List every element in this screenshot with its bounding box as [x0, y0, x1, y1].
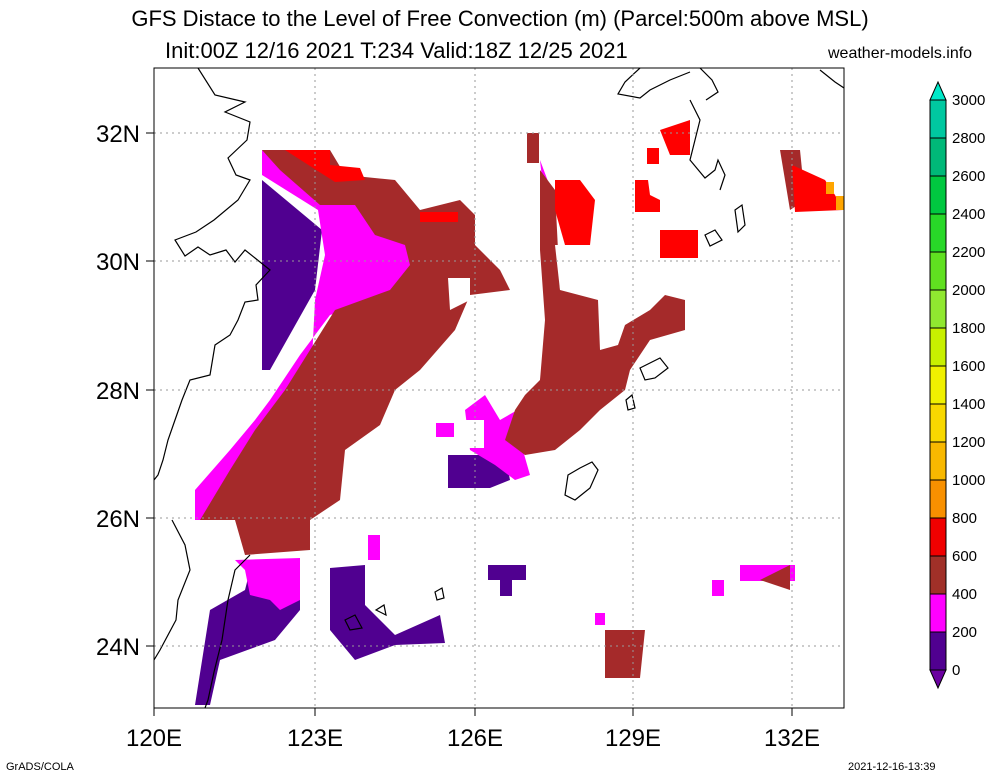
colorbar-arrow-bottom	[929, 669, 947, 690]
lfc-region	[605, 630, 645, 678]
lfc-region	[647, 148, 659, 164]
lon-tick-label: 126E	[447, 725, 503, 752]
lon-tick-label: 132E	[764, 725, 820, 752]
chart-title-line1: GFS Distace to the Level of Free Convect…	[131, 6, 869, 31]
lat-tick-label: 32N	[96, 121, 140, 148]
colorbar-label: 2600	[952, 168, 985, 185]
colorbar-box	[929, 289, 947, 329]
lfc-band-0-200	[195, 180, 526, 705]
colorbar-box	[929, 99, 947, 139]
no-data-gaps	[448, 245, 580, 448]
lfc-region	[235, 558, 300, 610]
colorbar-box	[929, 441, 947, 481]
colorbar-label: 1200	[952, 434, 985, 451]
footer-timestamp: 2021-12-16-13:39	[848, 761, 936, 773]
colorbar-box	[929, 213, 947, 253]
colorbar-box	[929, 479, 947, 519]
lfc-region	[660, 120, 690, 155]
lfc-region	[826, 182, 834, 194]
footer-credit: GrADS/COLA	[6, 761, 74, 773]
colorbar-box	[929, 517, 947, 557]
lfc-region	[462, 420, 484, 448]
colorbar-label: 400	[952, 586, 977, 603]
colorbar-box	[929, 631, 947, 671]
colorbar-box	[929, 555, 947, 595]
colorbar-label: 800	[952, 510, 977, 527]
lfc-region	[262, 180, 322, 370]
map-plot-area	[154, 68, 844, 708]
lfc-region	[500, 578, 512, 596]
lon-tick-label: 123E	[287, 725, 343, 752]
chart-title-line2: Init:00Z 12/16 2021 T:234 Valid:18Z 12/2…	[165, 38, 628, 63]
colorbar: 3000280026002400220020001800160014001200…	[929, 80, 985, 690]
graticule	[154, 68, 844, 708]
colorbar-box	[929, 137, 947, 177]
colorbar-box	[929, 403, 947, 443]
colorbar-label: 200	[952, 624, 977, 641]
lfc-region	[195, 150, 415, 520]
colorbar-box	[929, 327, 947, 367]
colorbar-box	[929, 251, 947, 291]
colorbar-box	[929, 365, 947, 405]
colorbar-arrow-top	[929, 80, 947, 101]
colorbar-label: 0	[952, 662, 960, 679]
lfc-region	[555, 245, 580, 290]
colorbar-label: 1800	[952, 320, 985, 337]
axis-ticks	[146, 132, 793, 716]
colorbar-label: 1400	[952, 396, 985, 413]
lon-tick-label: 120E	[126, 725, 182, 752]
colorbar-label: 1600	[952, 358, 985, 375]
coastline	[154, 68, 844, 708]
colorbar-box	[929, 593, 947, 633]
lfc-band-400-600	[200, 133, 805, 678]
map-frame	[153, 67, 845, 709]
lfc-region	[527, 133, 539, 163]
lfc-region	[635, 180, 660, 212]
colorbar-label: 2800	[952, 130, 985, 147]
colorbar-label: 2000	[952, 282, 985, 299]
colorbar-label: 2200	[952, 244, 985, 261]
lfc-region	[792, 165, 843, 212]
colorbar-label: 3000	[952, 92, 985, 109]
lfc-region	[465, 160, 555, 480]
colorbar-box	[929, 175, 947, 215]
lfc-region	[285, 150, 365, 182]
lfc-region	[595, 613, 605, 625]
lfc-region	[420, 212, 458, 222]
colorbar-label: 1000	[952, 472, 985, 489]
lfc-region	[505, 170, 685, 455]
lfc-region	[555, 180, 595, 245]
lfc-region	[760, 565, 790, 590]
lfc-region	[836, 196, 844, 210]
lfc-region	[330, 565, 445, 660]
lat-tick-label: 26N	[96, 506, 140, 533]
site-credit: weather-models.info	[828, 45, 973, 62]
lon-tick-label: 129E	[605, 725, 661, 752]
lfc-region	[660, 230, 698, 258]
colorbar-label: 2400	[952, 206, 985, 223]
lat-tick-label: 24N	[96, 634, 140, 661]
lfc-region	[488, 565, 526, 580]
lfc-band-600-800	[285, 120, 843, 258]
colorbar-label: 600	[952, 548, 977, 565]
lfc-region	[200, 150, 510, 555]
lfc-region	[436, 423, 454, 437]
lat-tick-label: 28N	[96, 378, 140, 405]
lfc-region	[368, 535, 380, 560]
lfc-region	[448, 278, 470, 310]
lat-tick-label: 30N	[96, 249, 140, 276]
lfc-region	[712, 580, 724, 596]
